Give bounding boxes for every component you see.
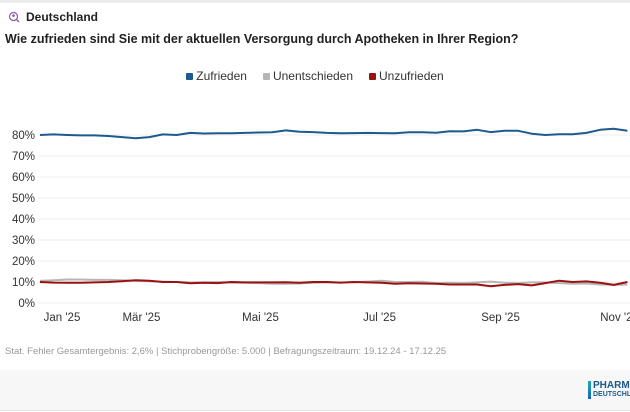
x-tick-label: Jul '25: [363, 312, 396, 324]
legend-label: Unzufrieden: [379, 69, 444, 83]
legend-label: Zufrieden: [196, 69, 247, 83]
pharma-logo: PHARM DEUTSCHL: [588, 381, 630, 399]
x-tick-label: Nov '25: [600, 312, 630, 324]
y-tick-label: 60%: [12, 172, 35, 184]
legend: Zufrieden Unentschieden Unzufrieden: [0, 69, 630, 83]
top-divider: [0, 0, 630, 3]
y-tick-label: 50%: [12, 193, 35, 205]
footer: [0, 370, 630, 411]
x-tick-label: Sep '25: [481, 312, 520, 324]
legend-swatch: [186, 72, 194, 80]
legend-item-zufrieden[interactable]: Zufrieden: [186, 69, 247, 83]
logo-line2: DEUTSCHL: [593, 391, 630, 398]
chart-title: Wie zufrieden sind Sie mit der aktuellen…: [5, 32, 519, 46]
x-tick-label: Mär '25: [122, 312, 160, 324]
x-tick-label: Mai '25: [242, 312, 279, 324]
legend-label: Unentschieden: [272, 69, 354, 83]
footnote: Stat. Fehler Gesamtergebnis: 2,6% | Stic…: [5, 346, 447, 357]
legend-item-unentschieden[interactable]: Unentschieden: [262, 69, 354, 83]
legend-item-unzufrieden[interactable]: Unzufrieden: [369, 69, 444, 83]
y-tick-label: 40%: [12, 214, 35, 226]
legend-swatch: [369, 72, 377, 80]
line-chart: 0% 10% 20% 30% 40% 50% 60% 70% 80% Jan '25 Mär '25…: [12, 127, 630, 324]
legend-swatch: [262, 72, 270, 80]
logo-line1: PHARM: [593, 380, 630, 391]
series-line-zufrieden: [39, 127, 628, 140]
y-tick-label: 30%: [12, 235, 35, 247]
x-tick-label: Jan '25: [44, 312, 81, 324]
search-person-icon: [8, 11, 20, 23]
region-name: Deutschland: [26, 10, 99, 24]
logo-mark: [588, 381, 591, 399]
y-tick-label: 80%: [12, 130, 35, 142]
y-tick-label: 0%: [18, 298, 35, 310]
series-line-unzufrieden: [39, 279, 628, 288]
y-tick-label: 20%: [12, 256, 35, 268]
y-tick-label: 10%: [12, 277, 35, 289]
region-label: Deutschland: [8, 10, 98, 24]
y-tick-label: 70%: [12, 151, 35, 163]
